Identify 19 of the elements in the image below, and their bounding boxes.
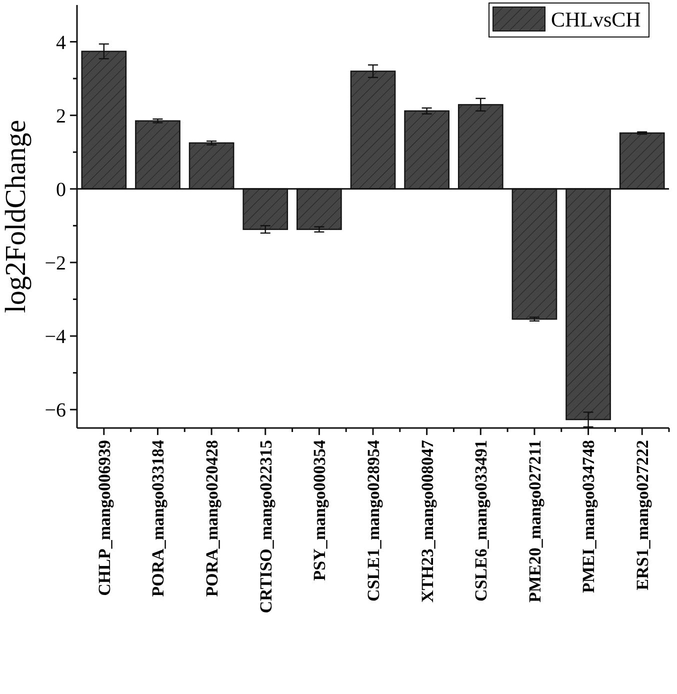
x-tick-label: CSLE1_mango028954 — [364, 440, 383, 602]
y-tick-label: 4 — [56, 32, 66, 54]
y-tick-label: 0 — [56, 178, 66, 201]
y-tick-label: −6 — [44, 400, 66, 422]
x-tick-label: PORA_mango033184 — [148, 440, 168, 597]
x-tick-label: CSLE6_mango033491 — [472, 440, 491, 602]
x-tick-label: ERS1_mango027222 — [633, 440, 652, 590]
y-tick-label: −4 — [44, 326, 66, 348]
legend-label: CHLvsCH — [551, 7, 641, 32]
y-tick-label: 2 — [56, 105, 66, 128]
x-tick-label: PMEI_mango034748 — [579, 440, 598, 593]
y-tick-label: −2 — [44, 252, 66, 274]
y-axis-title: log2FoldChange — [0, 120, 32, 314]
x-tick-label: PORA_mango020428 — [202, 440, 222, 597]
x-tick-label: CRTISO_mango022315 — [256, 440, 276, 614]
x-tick-label: PSY_mango000354 — [310, 440, 330, 581]
x-tick-label: PME20_mango027211 — [525, 440, 544, 602]
x-tick-label: XTH23_mango008047 — [418, 440, 437, 602]
x-tick-label: CHLP_mango006939 — [94, 440, 114, 596]
